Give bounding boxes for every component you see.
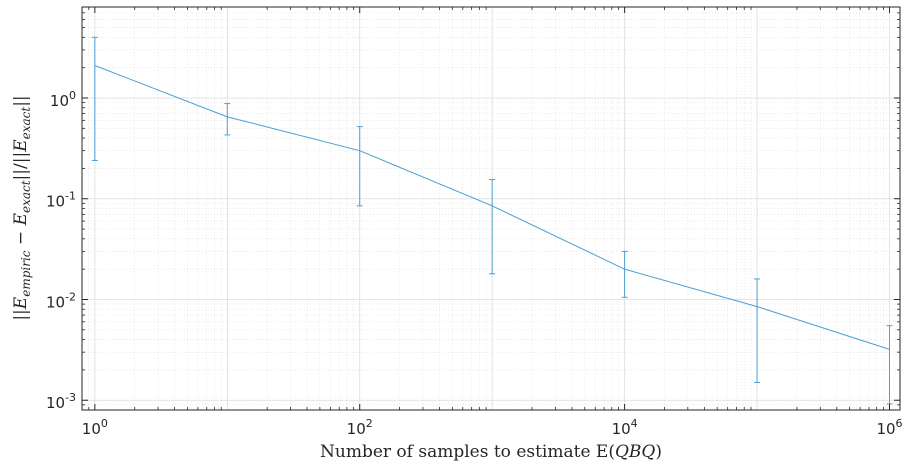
y-tick-label-0: 10-3 [46,391,76,412]
y-axis-label: ||Eempiric − Eexact||/||Eexact|| [11,95,33,320]
error-bar-2 [356,126,363,207]
error-bar-0 [91,36,98,161]
error-bar-5 [754,278,761,383]
error-bar-6 [886,325,893,405]
x-tick-label-1: 102 [347,417,373,438]
series-layer [91,36,893,405]
x-tick-label-0: 100 [82,417,108,438]
minor-grid [81,6,900,411]
error-bar-1 [224,103,231,136]
x-axis-label: Number of samples to estimate E(QBQ) [320,442,662,461]
y-tick-label-1: 10-2 [46,290,76,311]
y-tick-label-3: 100 [50,89,76,110]
error-bar-3 [489,179,496,275]
x-tick-label-2: 104 [612,417,638,438]
x-tick-label-3: 106 [876,417,902,438]
error-bar-4 [621,250,628,298]
y-tick-label-2: 10-1 [46,190,76,211]
ticks-layer: 100 102 104 106 10-3 10-2 10-1 100 [46,6,903,438]
